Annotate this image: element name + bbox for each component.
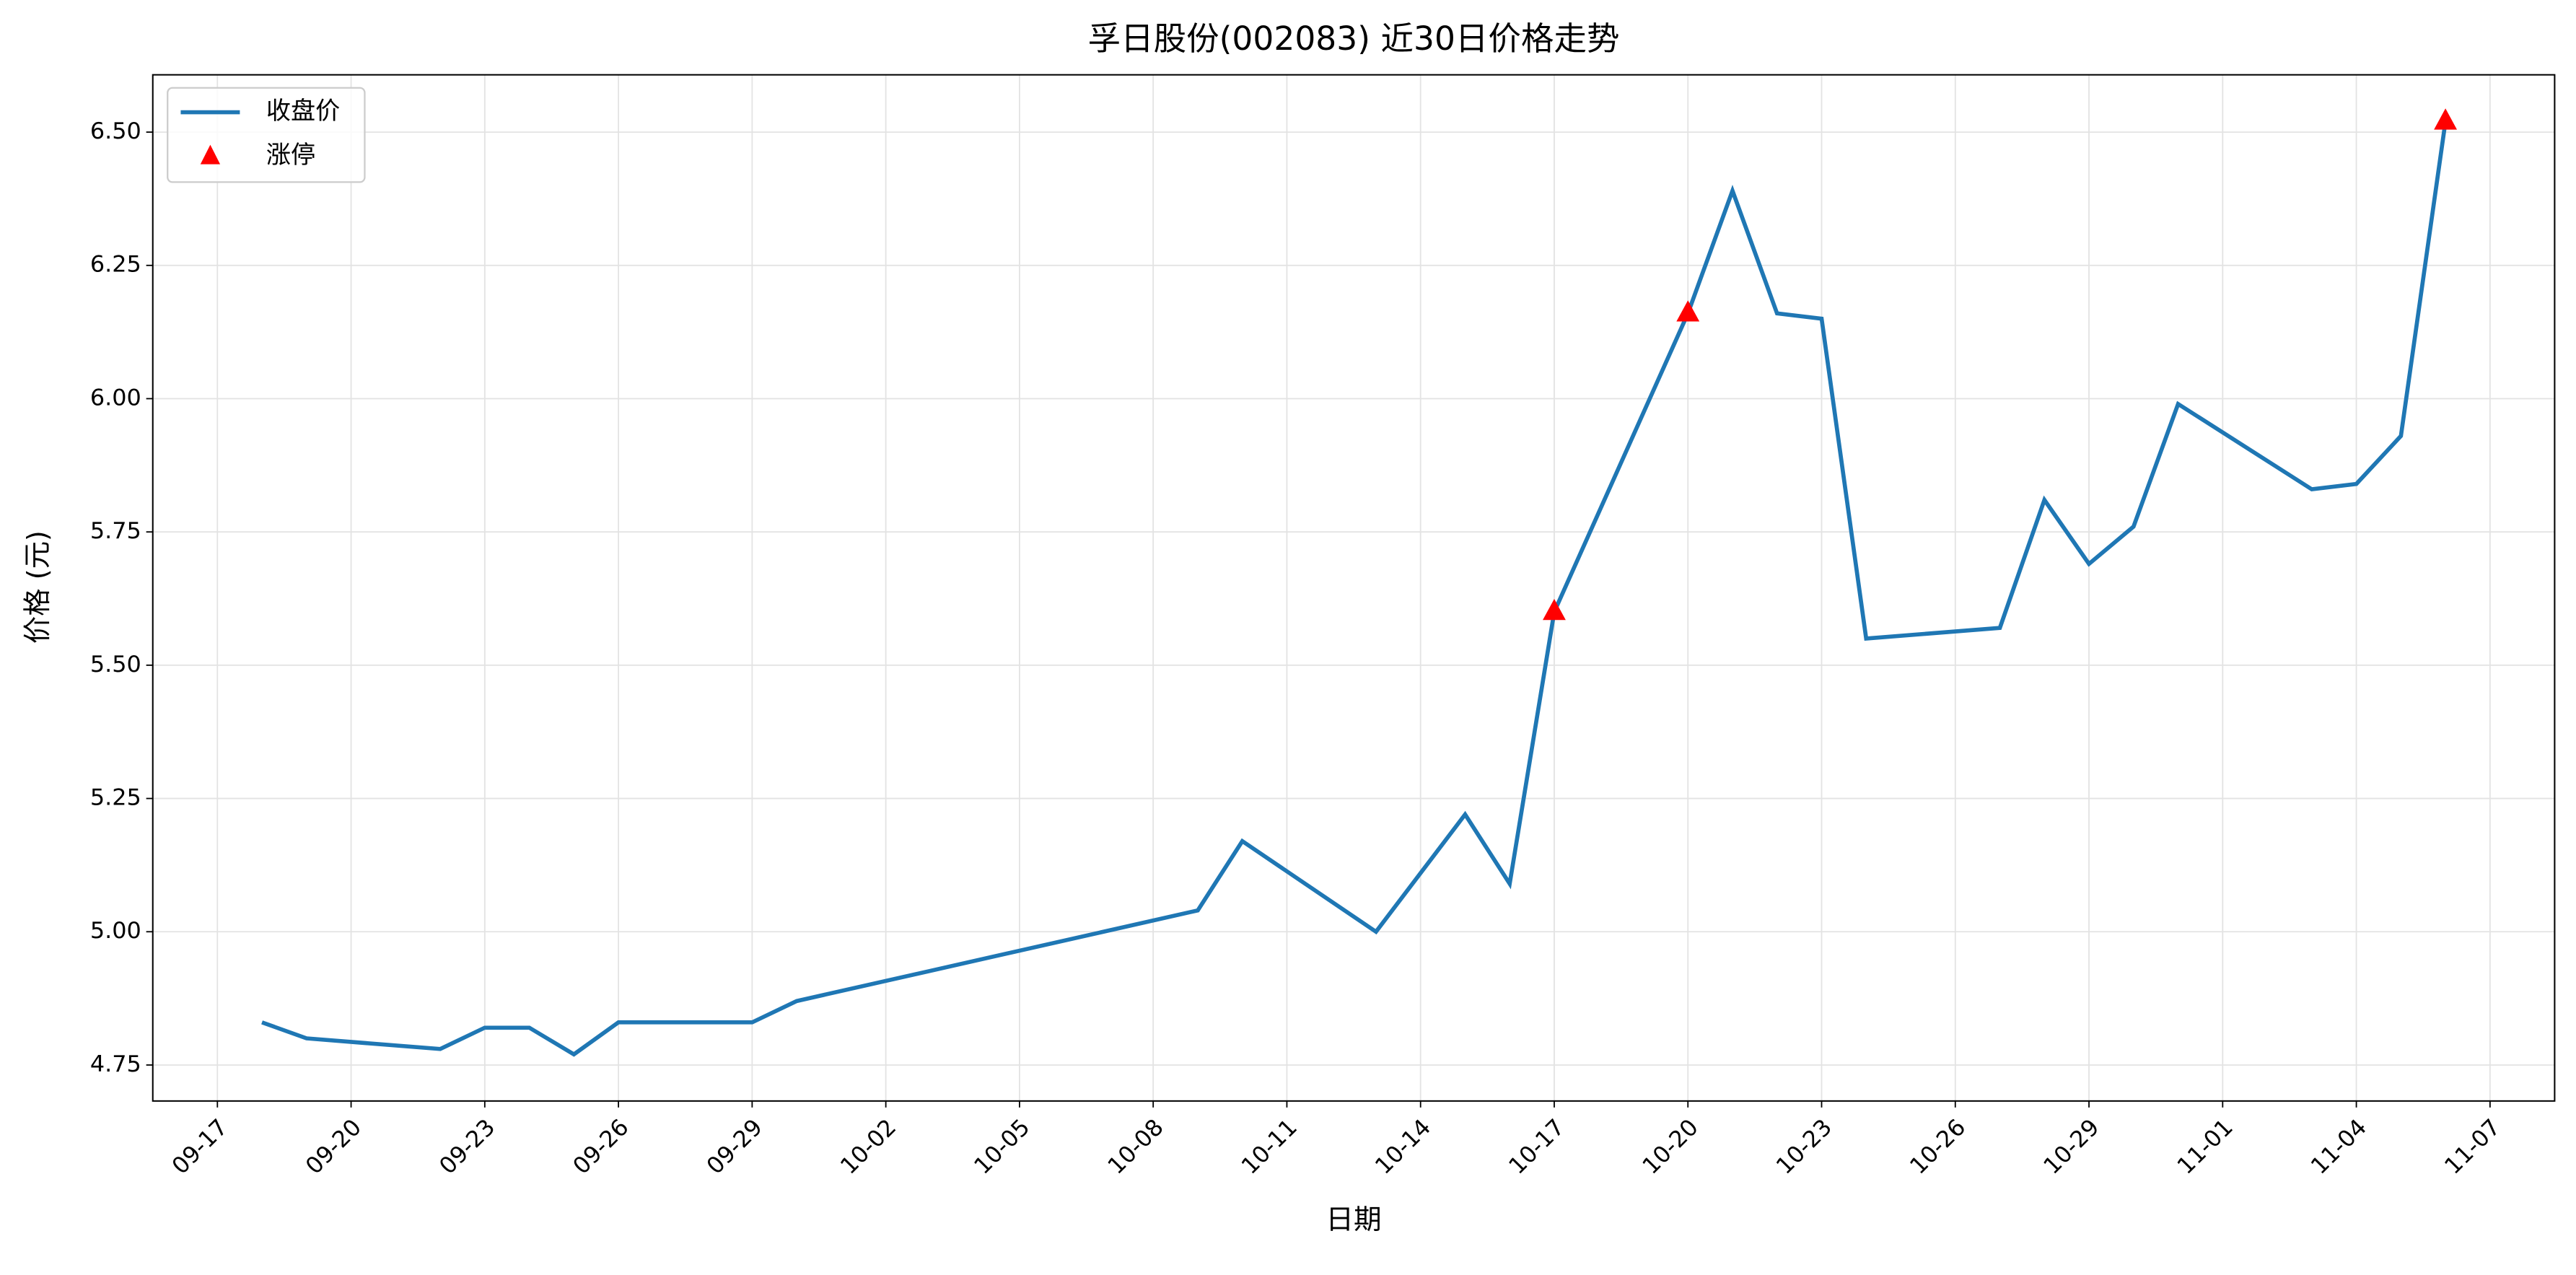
plot-frame <box>152 74 2556 1102</box>
x-tick-label: 10-02 <box>836 1114 901 1179</box>
x-tick-label: 09-20 <box>301 1114 367 1179</box>
x-tick-label: 09-26 <box>569 1114 634 1179</box>
x-tick-label: 10-05 <box>969 1114 1035 1179</box>
limit-up-marker <box>1676 300 1700 322</box>
x-tick-label: 10-23 <box>1771 1114 1837 1179</box>
y-tick-label: 6.25 <box>90 252 141 278</box>
x-tick-label: 10-26 <box>1905 1114 1971 1179</box>
x-tick-label: 11-04 <box>2306 1114 2372 1179</box>
x-tick-label: 10-29 <box>2039 1114 2105 1179</box>
x-tick-label: 10-20 <box>1638 1114 1704 1179</box>
x-axis-label: 日期 <box>1326 1204 1381 1236</box>
y-tick-label: 5.50 <box>90 652 141 678</box>
y-tick-label: 6.00 <box>90 385 141 411</box>
limit-up-marker <box>1543 598 1566 621</box>
y-axis-label: 价格 (元) <box>22 530 54 644</box>
x-tick-label: 10-08 <box>1103 1114 1169 1179</box>
y-tick-label: 6.50 <box>90 118 141 144</box>
legend-label: 收盘价 <box>266 97 340 126</box>
x-tick-label: 09-29 <box>702 1114 768 1179</box>
x-tick-label: 10-17 <box>1504 1114 1570 1179</box>
x-tick-label: 10-11 <box>1237 1114 1302 1179</box>
y-tick-label: 4.75 <box>90 1051 141 1077</box>
legend-label: 涨停 <box>266 141 315 170</box>
limit-up-marker <box>2434 108 2458 130</box>
y-tick-label: 5.75 <box>90 518 141 544</box>
x-tick-label: 10-14 <box>1370 1114 1436 1179</box>
x-tick-label: 09-23 <box>434 1114 500 1179</box>
chart-title: 孚日股份(002083) 近30日价格走势 <box>1088 19 1620 58</box>
price-line <box>261 121 2448 1057</box>
y-tick-label: 5.25 <box>90 785 141 811</box>
x-tick-label: 11-01 <box>2173 1114 2238 1179</box>
x-tick-label: 09-17 <box>167 1114 233 1179</box>
y-tick-label: 5.00 <box>90 918 141 944</box>
legend-swatch <box>200 144 221 165</box>
x-tick-label: 11-07 <box>2440 1114 2505 1179</box>
